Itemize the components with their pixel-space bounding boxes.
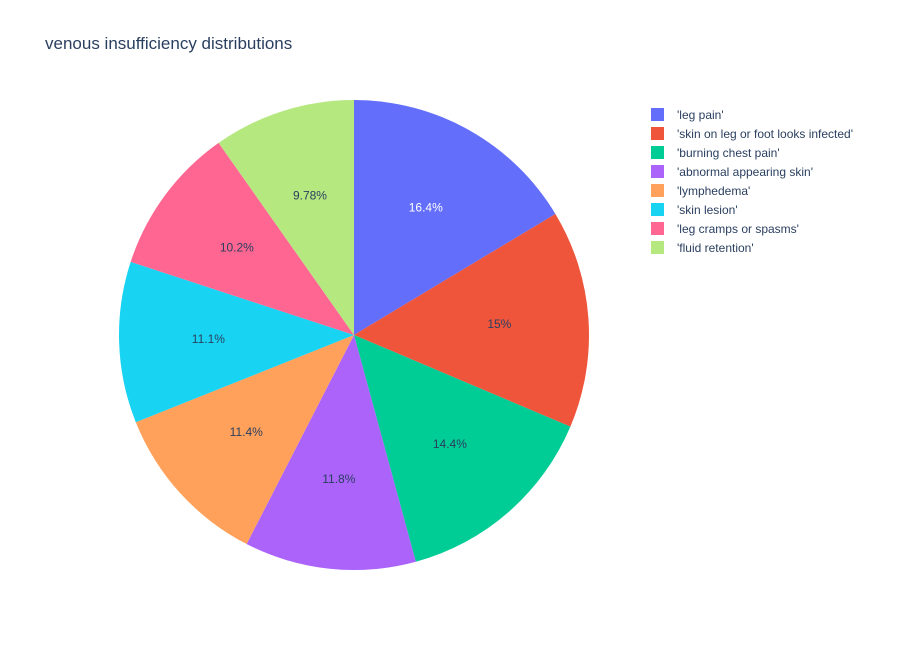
pie-slice[interactable]: [130, 142, 354, 335]
legend-label: 'fluid retention': [677, 240, 754, 255]
legend-label: 'lymphedema': [677, 183, 751, 198]
legend: 'leg pain' 'skin on leg or foot looks inf…: [651, 105, 853, 257]
pie-slice[interactable]: [135, 335, 354, 545]
legend-item[interactable]: 'skin on leg or foot looks infected': [651, 124, 853, 143]
legend-label: 'abnormal appearing skin': [677, 164, 813, 179]
legend-swatch: [651, 127, 664, 140]
legend-label: 'skin lesion': [677, 202, 738, 217]
slice-percent-label: 14.4%: [433, 437, 467, 451]
legend-item[interactable]: 'leg pain': [651, 105, 853, 124]
legend-label: 'leg cramps or spasms': [677, 221, 799, 236]
pie-slice[interactable]: [354, 213, 589, 427]
legend-label: 'burning chest pain': [677, 145, 780, 160]
pie-slice[interactable]: [354, 335, 571, 562]
legend-item[interactable]: 'lymphedema': [651, 181, 853, 200]
pie-slice[interactable]: [246, 335, 416, 570]
legend-label: 'leg pain': [677, 107, 724, 122]
slice-percent-label: 16.4%: [409, 200, 443, 214]
legend-swatch: [651, 165, 664, 178]
legend-swatch: [651, 108, 664, 121]
slice-percent-label: 15%: [487, 317, 511, 331]
legend-item[interactable]: 'leg cramps or spasms': [651, 219, 853, 238]
legend-item[interactable]: 'burning chest pain': [651, 143, 853, 162]
legend-label: 'skin on leg or foot looks infected': [677, 126, 854, 141]
legend-swatch: [651, 241, 664, 254]
legend-swatch: [651, 203, 664, 216]
legend-item[interactable]: 'fluid retention': [651, 238, 853, 257]
pie-slice[interactable]: [354, 100, 556, 335]
pie-slices: [118, 100, 589, 570]
legend-swatch: [651, 184, 664, 197]
slice-percent-label: 9.78%: [293, 188, 327, 202]
pie-slice-labels: 16.4% 15% 14.4% 11.8% 11.4% 11.1% 10.2% 9.78%: [192, 188, 512, 486]
chart-title: venous insufficiency distributions: [45, 34, 293, 53]
pie-slice[interactable]: [218, 100, 354, 335]
legend-item[interactable]: 'skin lesion': [651, 200, 853, 219]
slice-percent-label: 11.4%: [230, 425, 263, 439]
legend-swatch: [651, 222, 664, 235]
legend-item[interactable]: 'abnormal appearing skin': [651, 162, 853, 181]
pie-slice[interactable]: [118, 261, 354, 423]
slice-percent-label: 10.2%: [220, 241, 254, 255]
slice-percent-label: 11.8%: [322, 472, 355, 486]
legend-swatch: [651, 146, 664, 159]
slice-percent-label: 11.1%: [192, 332, 225, 346]
